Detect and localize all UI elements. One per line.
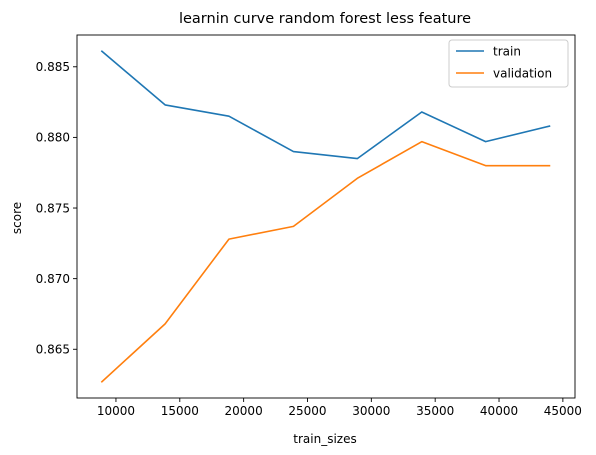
x-tick-label: 35000 bbox=[416, 404, 454, 418]
x-tick-label: 20000 bbox=[225, 404, 263, 418]
x-tick-label: 15000 bbox=[161, 404, 199, 418]
x-tick-label: 10000 bbox=[97, 404, 135, 418]
y-axis-label: score bbox=[10, 202, 24, 234]
x-tick-label: 25000 bbox=[288, 404, 326, 418]
y-tick-label: 0.880 bbox=[36, 131, 70, 145]
chart-title: learnin curve random forest less feature bbox=[179, 11, 471, 27]
x-tick-label: 45000 bbox=[544, 404, 582, 418]
x-tick-label: 30000 bbox=[352, 404, 390, 418]
series-line-train bbox=[100, 50, 551, 160]
plot-area: 10000 15000 20000 25000 30000 35000 40000 45000… bbox=[36, 34, 582, 418]
x-axis-label: train_sizes bbox=[293, 432, 356, 446]
y-tick-label: 0.870 bbox=[36, 272, 70, 286]
x-tick-label: 40000 bbox=[480, 404, 518, 418]
legend-label-train: train bbox=[493, 44, 521, 58]
y-tick-label: 0.885 bbox=[36, 60, 70, 74]
series-line-validation bbox=[100, 140, 551, 383]
axes-frame bbox=[76, 34, 576, 399]
legend-label-validation: validation bbox=[493, 66, 552, 80]
legend: train validation bbox=[448, 39, 569, 88]
y-tick-label: 0.875 bbox=[36, 201, 70, 215]
y-tick-label: 0.865 bbox=[36, 343, 70, 357]
